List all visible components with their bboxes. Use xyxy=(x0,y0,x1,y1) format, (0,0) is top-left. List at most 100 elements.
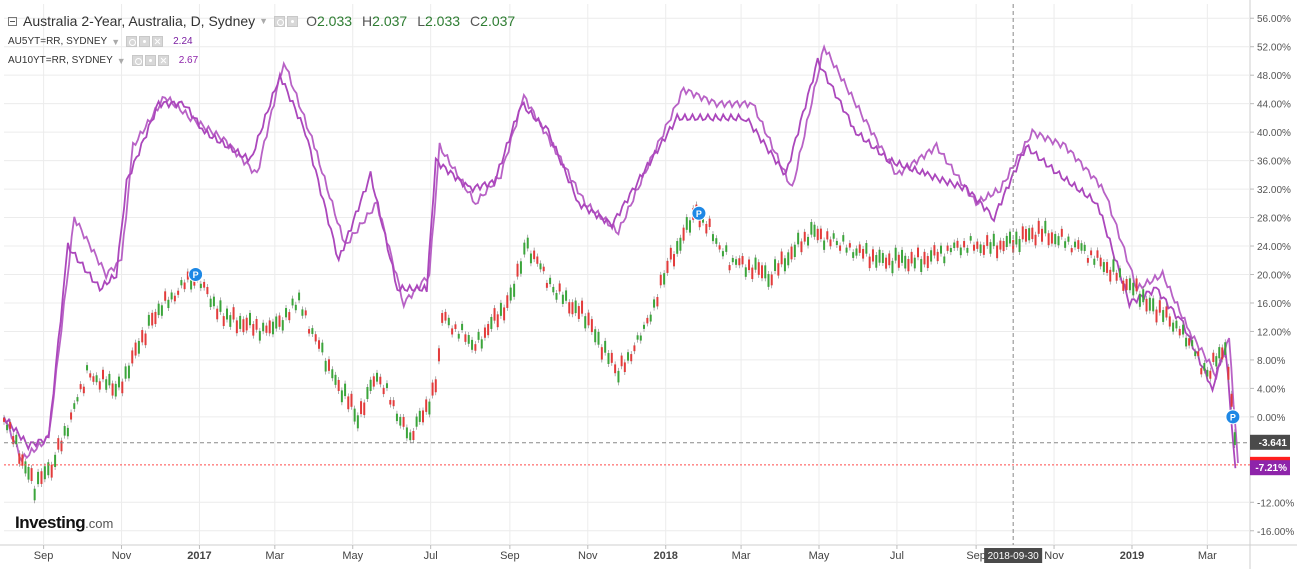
candle-body xyxy=(1200,368,1203,375)
candle-body xyxy=(409,432,412,441)
candle-body xyxy=(800,241,803,253)
candle-body xyxy=(366,387,369,400)
candle-body xyxy=(117,376,120,388)
eye-icon[interactable] xyxy=(126,36,138,47)
event-markers[interactable]: P P P xyxy=(188,205,1241,425)
main-series-legend[interactable]: Australia 2-Year, Australia, D, Sydney ▼… xyxy=(8,10,525,32)
candle-body xyxy=(842,235,845,242)
chevron-down-icon[interactable]: ▼ xyxy=(111,36,121,47)
candle-body xyxy=(252,324,255,336)
close-icon[interactable] xyxy=(157,55,169,66)
candle-body xyxy=(542,266,545,272)
candle-body xyxy=(1178,328,1181,336)
candle-body xyxy=(183,282,186,290)
close-icon[interactable] xyxy=(152,36,164,47)
candle-body xyxy=(956,240,959,248)
candle-body xyxy=(888,253,891,266)
candle-body xyxy=(666,260,669,273)
eye-icon[interactable] xyxy=(131,55,143,66)
x-tick-label: Nov xyxy=(1044,550,1064,562)
candle-body xyxy=(209,298,212,308)
candle-body xyxy=(936,251,939,262)
gear-icon[interactable] xyxy=(144,55,156,66)
candle-body xyxy=(1175,320,1178,329)
ohlc-close: C2.037 xyxy=(470,13,516,29)
ohlc-high: H2.037 xyxy=(362,13,408,29)
candle-body xyxy=(235,320,238,334)
candle-body xyxy=(754,257,757,270)
eye-icon[interactable] xyxy=(274,15,286,27)
candle-body xyxy=(1015,231,1018,245)
price-badge xyxy=(1250,460,1290,476)
event-marker[interactable] xyxy=(691,205,707,221)
candle-body xyxy=(1090,250,1093,256)
candle-body xyxy=(1188,338,1191,346)
candle-body xyxy=(1125,278,1128,291)
legend-row-au5y[interactable]: AU5YT=RR, SYDNEY ▼ 2.24 xyxy=(8,32,525,51)
chevron-down-icon[interactable]: ▼ xyxy=(259,16,269,26)
candle-body xyxy=(385,383,388,389)
candle-body xyxy=(728,265,731,271)
candle-body xyxy=(271,321,274,335)
candle-body xyxy=(27,466,30,480)
candle-body xyxy=(137,340,140,354)
candle-body xyxy=(1057,236,1060,246)
series-name: AU10YT=RR, SYDNEY xyxy=(8,55,113,66)
event-marker-label: P xyxy=(1230,412,1236,422)
candle-body xyxy=(275,316,278,329)
candle-body xyxy=(1206,369,1209,377)
candle-body xyxy=(1050,232,1053,244)
event-marker[interactable] xyxy=(1225,409,1241,425)
candle-body xyxy=(858,244,861,253)
price-badge xyxy=(1250,434,1290,450)
gear-icon[interactable] xyxy=(287,15,299,27)
candle-body xyxy=(705,223,708,234)
candle-body xyxy=(160,305,163,316)
candle-body xyxy=(913,257,916,269)
candle-body xyxy=(180,280,183,286)
x-tick-label: Jul xyxy=(424,550,438,562)
candle-body xyxy=(63,426,66,436)
candle-body xyxy=(47,462,50,476)
gear-icon[interactable] xyxy=(139,36,151,47)
y-axis: 56.00% 52.00% 48.00% 44.00% 40.00% 36.00% 32.0… xyxy=(1250,14,1294,538)
candle-body xyxy=(549,277,552,285)
candle-body xyxy=(506,295,509,308)
candle-body xyxy=(555,292,558,300)
candle-body xyxy=(761,265,764,279)
candle-body xyxy=(552,286,555,293)
candle-body xyxy=(721,251,724,257)
candle-body xyxy=(1215,356,1218,367)
candle-body xyxy=(1152,298,1155,312)
candle-body xyxy=(976,241,979,249)
candle-body xyxy=(810,222,813,235)
candle-body xyxy=(21,454,24,466)
candle-body xyxy=(642,324,645,329)
series-tools xyxy=(126,36,164,47)
crosshair-overlay: 2018-09-30-3.641-6.74%-7.21% xyxy=(4,4,1290,563)
event-marker[interactable] xyxy=(188,267,204,282)
collapse-icon[interactable] xyxy=(8,16,17,26)
candle-body xyxy=(6,424,9,431)
candle-body xyxy=(594,329,597,343)
candle-body xyxy=(894,247,897,261)
candle-body xyxy=(999,240,1002,250)
legend-row-au10y[interactable]: AU10YT=RR, SYDNEY ▼ 2.67 xyxy=(8,51,525,70)
candle-body xyxy=(1230,393,1233,407)
candle-body xyxy=(216,308,219,320)
candle-body xyxy=(1096,250,1099,258)
candle-body xyxy=(620,355,623,367)
candle-body xyxy=(258,330,261,341)
candle-body xyxy=(92,376,95,382)
candle-body xyxy=(1221,347,1224,360)
chart-legend: Australia 2-Year, Australia, D, Sydney ▼… xyxy=(8,10,525,70)
candle-body xyxy=(536,256,539,264)
candle-body xyxy=(636,335,639,340)
candle-body xyxy=(321,342,324,353)
candle-body xyxy=(923,251,926,265)
chevron-down-icon[interactable]: ▼ xyxy=(116,55,126,66)
candle-body xyxy=(1168,316,1171,327)
candle-body xyxy=(852,252,855,258)
